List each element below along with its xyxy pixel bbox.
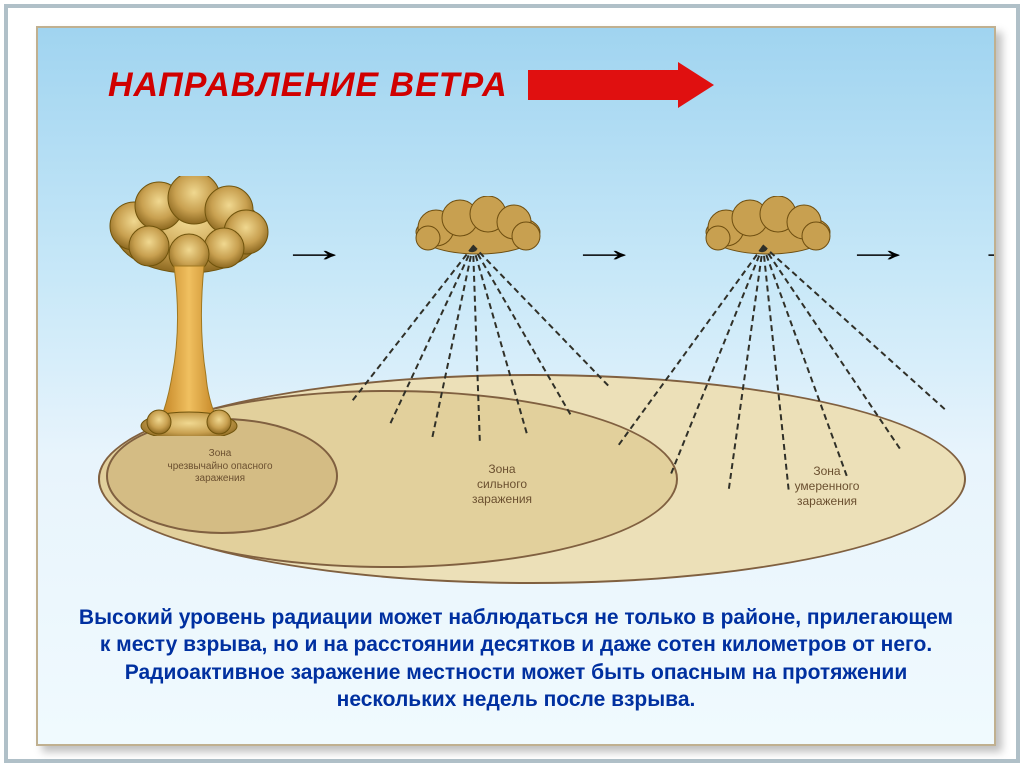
flow-arrow-1-icon: →	[278, 228, 350, 270]
flow-arrow-3-icon: →	[842, 228, 914, 270]
zone-extreme-label: Зоначрезвычайно опасногозаражения	[160, 448, 280, 486]
zone-moderate-label: Зонаумеренногозаражения	[762, 464, 892, 509]
diagram: НАПРАВЛЕНИЕ ВЕТРА Зоначрезвычайно опасно…	[36, 26, 996, 746]
title-text: НАПРАВЛЕНИЕ ВЕТРА	[108, 66, 508, 105]
title-row: НАПРАВЛЕНИЕ ВЕТРА	[108, 62, 728, 108]
wind-arrow	[528, 62, 728, 108]
flow-arrow-2-icon: →	[568, 228, 640, 270]
mushroom-cloud-icon	[104, 176, 274, 436]
zone-strong-label: Зонасильногозаражения	[442, 462, 562, 507]
outer-frame: НАПРАВЛЕНИЕ ВЕТРА Зоначрезвычайно опасно…	[4, 4, 1020, 763]
wind-arrow-body	[528, 70, 678, 100]
caption-text: Высокий уровень радиации может наблюдать…	[78, 604, 954, 713]
flow-arrow-4-icon: →	[978, 228, 996, 270]
wind-arrow-head	[678, 62, 714, 108]
